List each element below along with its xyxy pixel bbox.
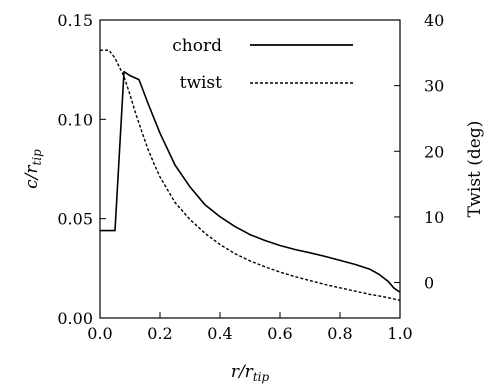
plot-frame [99,19,401,319]
left-y-axis-label-main: c/r [22,165,42,189]
x-tick-label: 0.2 [147,324,172,343]
y2-tick-label: 20 [424,142,444,161]
left-y-axis-ticks: 0.00 0.05 0.10 0.15 [57,11,106,328]
x-axis-ticks: 0.0 0.2 0.4 0.6 0.8 1.0 [87,312,413,343]
y-tick-label: 0.15 [57,11,93,30]
x-tick-label: 0.0 [87,324,112,343]
y-tick-label: 0.05 [57,210,93,229]
x-tick-label: 1.0 [387,324,412,343]
y2-tick-label: 30 [424,77,444,96]
legend-label-twist: twist [180,73,223,93]
series-line-chord [100,70,401,293]
left-y-axis-label: c/rtip [22,149,44,189]
y2-tick-label: 40 [424,11,444,30]
legend-label-chord: chord [172,36,222,56]
y2-tick-label: 10 [424,208,444,227]
x-axis-label-sub: tip [253,370,270,384]
x-tick-label: 0.6 [267,324,292,343]
x-axis-label-main: r/r [231,362,254,382]
x-tick-label: 0.8 [327,324,352,343]
left-y-axis-label-sub: tip [30,149,44,166]
y2-tick-label: 0 [424,274,434,293]
series-layer [100,49,401,301]
y-tick-label: 0.00 [57,309,93,328]
right-y-axis-ticks: 0 10 20 30 40 [394,11,444,293]
legend: chord twist [172,36,353,93]
right-y-axis-label: Twist (deg) [465,121,485,218]
series-line-twist [100,49,401,301]
x-tick-label: 0.4 [207,324,232,343]
x-axis-label: r/rtip [231,362,270,384]
y-tick-label: 0.10 [57,110,93,129]
